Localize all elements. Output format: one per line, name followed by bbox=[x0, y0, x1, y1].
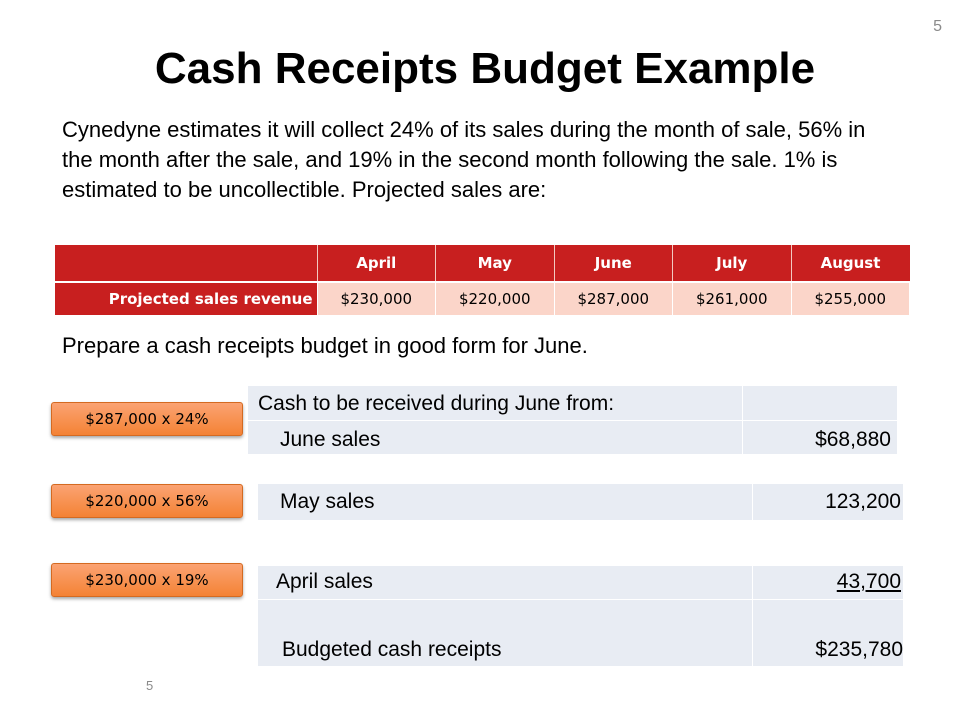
april-calculation-button[interactable]: $230,000 x 19% bbox=[51, 563, 243, 597]
table-cell: $255,000 bbox=[791, 281, 910, 315]
june-sales-label: June sales bbox=[280, 428, 381, 451]
table-cell: $230,000 bbox=[317, 281, 436, 315]
column-header: June bbox=[554, 245, 673, 282]
june-sales-value: $68,880 bbox=[815, 428, 891, 451]
may-sales-value: 123,200 bbox=[825, 490, 901, 513]
row-label: Projected sales revenue bbox=[55, 281, 318, 315]
total-label: Budgeted cash receipts bbox=[282, 638, 502, 661]
budget-april-total-box: April sales 43,700 Budgeted cash receipt… bbox=[258, 566, 903, 666]
column-header: April bbox=[317, 245, 436, 282]
projected-sales-table: April May June July August Projected sal… bbox=[55, 245, 910, 315]
budget-june-box: Cash to be received during June from: Ju… bbox=[248, 386, 897, 454]
column-header: July bbox=[672, 245, 792, 282]
may-sales-label: May sales bbox=[280, 490, 375, 513]
slide-number-bottom: 5 bbox=[146, 678, 154, 693]
table-corner bbox=[55, 245, 318, 282]
table-cell: $220,000 bbox=[435, 281, 555, 315]
slide-number-top: 5 bbox=[933, 18, 942, 35]
table-header-row: April May June July August bbox=[55, 245, 910, 282]
april-sales-label: April sales bbox=[276, 570, 373, 593]
budget-may-box: May sales 123,200 bbox=[258, 484, 903, 520]
total-value: $235,780 bbox=[815, 638, 903, 661]
table-row: Projected sales revenue $230,000 $220,00… bbox=[55, 281, 910, 315]
table-cell: $261,000 bbox=[672, 281, 792, 315]
june-calculation-button[interactable]: $287,000 x 24% bbox=[51, 402, 243, 436]
table-cell: $287,000 bbox=[554, 281, 673, 315]
page-title: Cash Receipts Budget Example bbox=[154, 44, 816, 93]
april-sales-value: 43,700 bbox=[836, 570, 901, 593]
prepare-instruction: Prepare a cash receipts budget in good f… bbox=[62, 333, 588, 358]
may-calculation-button[interactable]: $220,000 x 56% bbox=[51, 484, 243, 518]
column-header: August bbox=[791, 245, 910, 282]
budget-header: Cash to be received during June from: bbox=[258, 392, 615, 415]
intro-paragraph: Cynedyne estimates it will collect 24% o… bbox=[62, 117, 866, 202]
column-header: May bbox=[435, 245, 555, 282]
